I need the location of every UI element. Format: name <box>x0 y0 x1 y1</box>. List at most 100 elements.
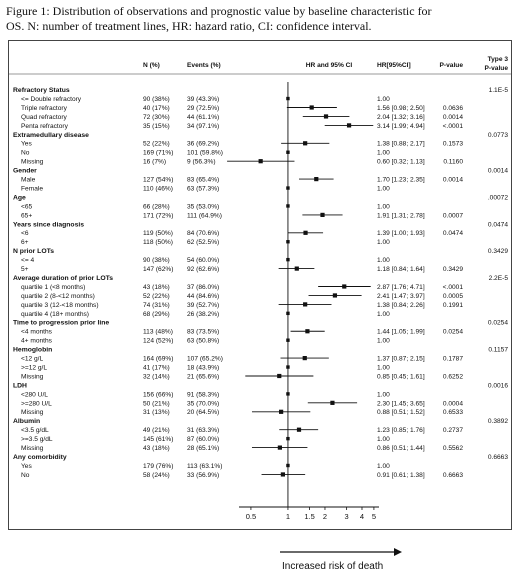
row-label: quartile 4 (18+ months) <box>21 311 89 318</box>
type3-pvalue: 0.0474 <box>488 221 509 228</box>
row-events: 63 (50.8%) <box>187 338 219 345</box>
row-label: 4+ months <box>21 338 53 345</box>
row-hr-ci: 1.00 <box>377 311 390 318</box>
row-hr-ci: 1.00 <box>377 185 390 192</box>
hr-point <box>303 230 308 235</box>
row-label: Missing <box>21 409 44 416</box>
row-n: 43 (18%) <box>143 284 170 291</box>
header-n: N (%) <box>143 62 160 69</box>
type3-pvalue: 0.0016 <box>488 382 509 389</box>
x-tick-label: 4 <box>360 512 364 521</box>
forest-plot-panel: N (%) Events (%) HR and 95% CI HR[95%CI] P-v… <box>8 40 512 530</box>
row-events: 84 (70.6%) <box>187 230 219 237</box>
row-events: 87 (60.0%) <box>187 436 219 443</box>
group-title: Years since diagnosis <box>13 221 84 228</box>
row-n: 49 (21%) <box>143 427 170 434</box>
row-pvalue: 0.0005 <box>443 293 464 300</box>
row-events: 28 (65.1%) <box>187 445 219 452</box>
type3-pvalue: 0.0773 <box>488 132 509 139</box>
row-events: 39 (43.3%) <box>187 96 219 103</box>
row-label: quartile 1 (<8 months) <box>21 284 85 291</box>
row-n: 110 (46%) <box>143 185 173 192</box>
row-events: 26 (38.2%) <box>187 311 219 318</box>
x-tick-label: 2 <box>323 512 327 521</box>
row-n: 31 (13%) <box>143 409 170 416</box>
row-hr-ci: 1.00 <box>377 96 390 103</box>
row-hr-ci: 1.00 <box>377 239 390 246</box>
header-events: Events (%) <box>187 62 221 69</box>
row-label: Missing <box>21 373 44 380</box>
hr-point <box>342 284 347 289</box>
row-hr-ci: 1.56 [0.98; 2.50] <box>377 105 425 112</box>
hr-point <box>279 409 284 414</box>
x-tick-label: 1.5 <box>304 512 314 521</box>
row-events: 63 (57.3%) <box>187 185 219 192</box>
group-title: Hemoglobin <box>13 347 52 354</box>
header-plot: HR and 95% CI <box>306 62 353 69</box>
row-pvalue: 0.1991 <box>443 302 464 309</box>
row-n: 156 (66%) <box>143 391 173 398</box>
row-pvalue: 0.0007 <box>443 212 464 219</box>
row-events: 29 (72.5%) <box>187 105 219 112</box>
row-pvalue: 0.0474 <box>443 230 464 237</box>
row-events: 21 (65.6%) <box>187 373 219 380</box>
row-label: Missing <box>21 159 44 166</box>
x-tick-label: 5 <box>372 512 376 521</box>
row-n: 90 (38%) <box>143 257 170 264</box>
row-hr-ci: 0.85 [0.45; 1.61] <box>377 373 425 380</box>
row-events: 111 (64.9%) <box>187 212 222 219</box>
row-label: >=280 U/L <box>21 400 52 407</box>
hr-point <box>320 212 325 217</box>
hr-point <box>346 123 352 128</box>
row-events: 44 (84.6%) <box>187 293 219 300</box>
row-pvalue: 0.1160 <box>443 159 463 166</box>
row-label: No <box>21 472 30 479</box>
row-pvalue: 0.6533 <box>443 409 464 416</box>
row-events: 37 (86.0%) <box>187 284 219 291</box>
row-label: Missing <box>21 445 44 452</box>
row-pvalue: 0.3429 <box>443 266 464 273</box>
row-pvalue: 0.2737 <box>443 427 464 434</box>
row-label: quartile 3 (12-<18 months) <box>21 302 99 309</box>
row-events: 36 (69.2%) <box>187 141 219 148</box>
x-tick-label: 1 <box>286 512 290 521</box>
arrow-head <box>394 548 402 556</box>
row-n: 58 (24%) <box>143 472 170 479</box>
row-pvalue: 0.1573 <box>443 141 464 148</box>
row-n: 66 (28%) <box>143 203 170 210</box>
row-hr-ci: 1.00 <box>377 436 390 443</box>
hr-point <box>303 302 308 307</box>
type3-pvalue: 0.3892 <box>488 418 509 425</box>
row-label: Quad refractory <box>21 114 68 121</box>
row-label: <280 U/L <box>21 391 48 398</box>
row-n: 113 (48%) <box>143 329 173 336</box>
row-events: 101 (59.8%) <box>187 150 223 157</box>
row-hr-ci: 0.60 [0.32; 1.13] <box>377 159 425 166</box>
group-title: LDH <box>13 382 27 389</box>
row-n: 127 (54%) <box>143 177 173 184</box>
row-events: 34 (97.1%) <box>187 123 219 130</box>
row-events: 39 (52.7%) <box>187 302 219 309</box>
row-n: 40 (17%) <box>143 105 170 112</box>
type3-pvalue: 0.0254 <box>488 320 509 327</box>
row-label: Penta refractory <box>21 123 69 130</box>
type3-pvalue: 0.6663 <box>488 454 509 461</box>
row-pvalue: 0.6663 <box>443 472 464 479</box>
row-hr-ci: 2.41 [1.47; 3.97] <box>377 293 425 300</box>
row-events: 18 (43.9%) <box>187 364 219 371</box>
row-events: 83 (73.5%) <box>187 329 219 336</box>
row-n: 32 (14%) <box>143 373 170 380</box>
x-tick-label: 3 <box>345 512 349 521</box>
hr-point <box>302 356 307 361</box>
row-label: Yes <box>21 141 32 148</box>
arrow-graphic: Increased risk of death <box>280 548 402 572</box>
row-n: 124 (52%) <box>143 338 173 345</box>
hr-point <box>309 105 314 110</box>
hr-point <box>277 373 282 379</box>
row-hr-ci: 1.39 [1.00; 1.93] <box>377 230 425 237</box>
row-n: 145 (61%) <box>143 436 173 443</box>
row-events: 35 (70.0%) <box>187 400 219 407</box>
row-hr-ci: 1.00 <box>377 150 390 157</box>
row-label: <4 months <box>21 329 53 336</box>
row-events: 20 (64.5%) <box>187 409 219 416</box>
